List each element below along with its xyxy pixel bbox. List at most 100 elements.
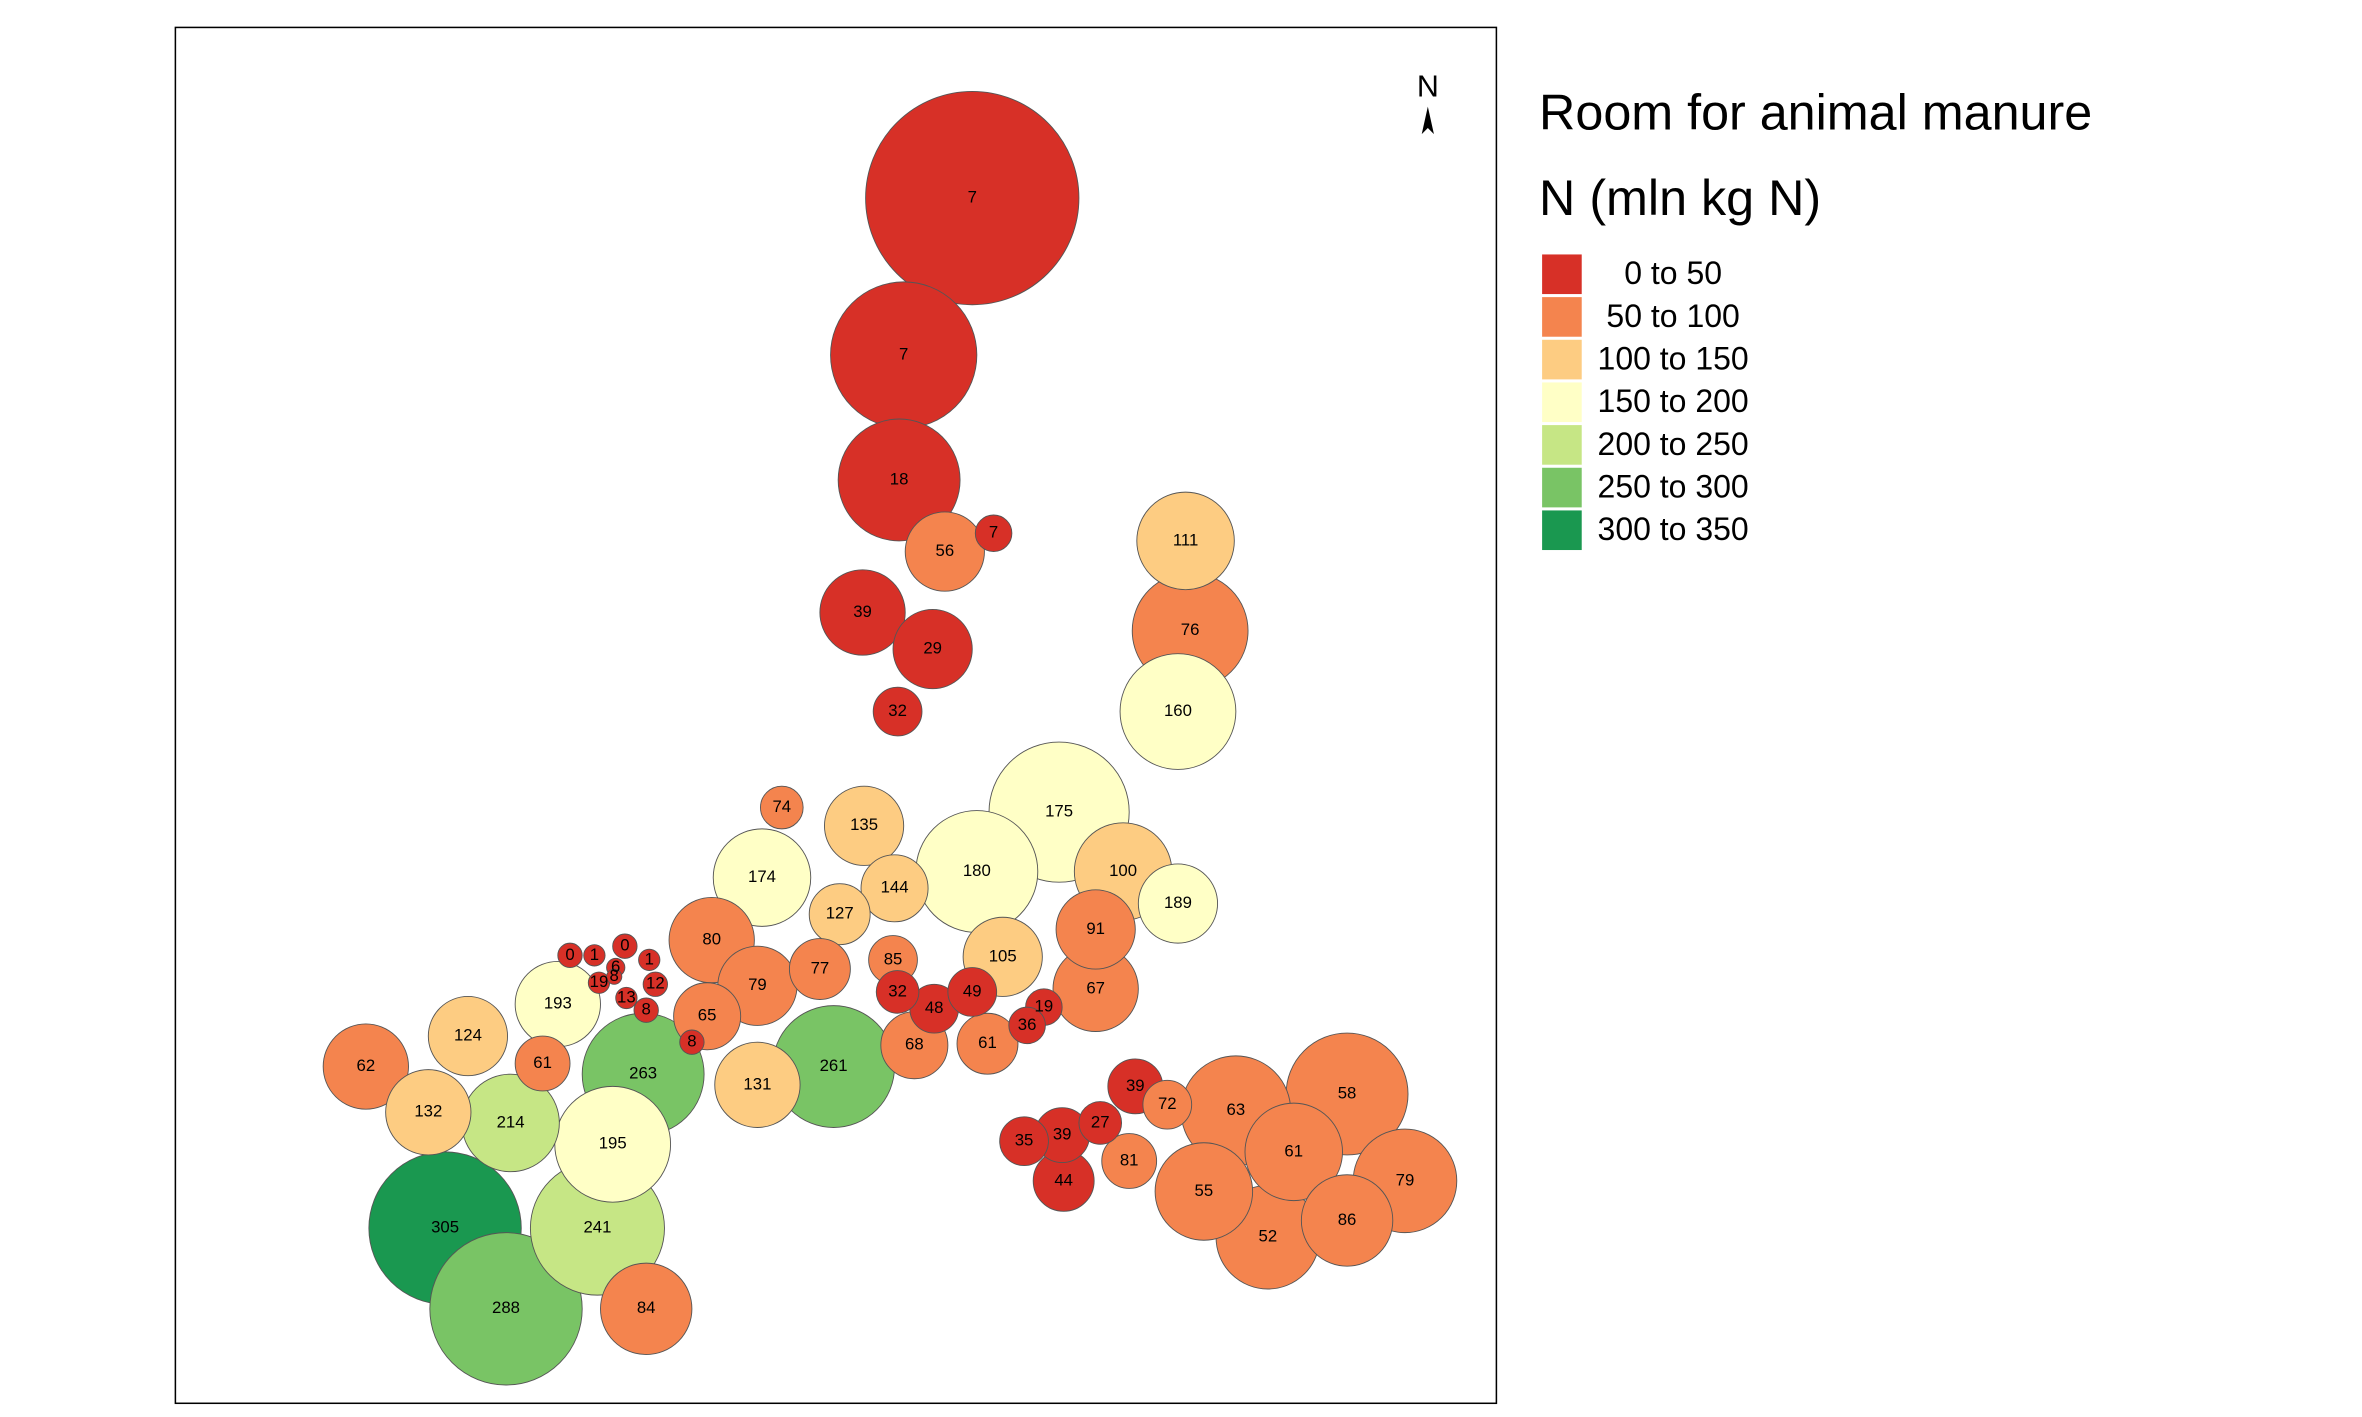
region bbox=[875, 970, 920, 1014]
region-label: 124 bbox=[454, 1026, 482, 1045]
region-label: 36 bbox=[1018, 1015, 1037, 1034]
region-label: 39 bbox=[1053, 1125, 1072, 1144]
region-label: 32 bbox=[888, 701, 907, 720]
region-label: 61 bbox=[1284, 1141, 1303, 1160]
region bbox=[824, 785, 905, 866]
region-label: 55 bbox=[1195, 1181, 1214, 1200]
region-label: 68 bbox=[905, 1035, 924, 1054]
region-label: 61 bbox=[533, 1053, 552, 1072]
region bbox=[956, 1012, 1019, 1075]
region-label: 81 bbox=[1120, 1150, 1139, 1169]
legend-label: 300 to 350 bbox=[1598, 511, 1749, 547]
region bbox=[600, 1262, 693, 1355]
region bbox=[679, 1029, 705, 1055]
region-label: 86 bbox=[1338, 1210, 1357, 1229]
region-label: 241 bbox=[583, 1217, 611, 1236]
region-label: 19 bbox=[1035, 997, 1054, 1016]
region bbox=[865, 90, 1080, 306]
region bbox=[514, 1035, 571, 1092]
region-label: 305 bbox=[431, 1217, 459, 1236]
region-label: 8 bbox=[687, 1032, 696, 1051]
region-label: 39 bbox=[1126, 1076, 1145, 1095]
region-label: 105 bbox=[989, 946, 1017, 965]
region-label: 195 bbox=[599, 1134, 627, 1153]
region-label: 67 bbox=[1086, 978, 1105, 997]
region-label: 72 bbox=[1158, 1094, 1177, 1113]
region-label: 131 bbox=[743, 1074, 771, 1093]
region-label: 6 bbox=[611, 957, 620, 976]
legend-swatch bbox=[1542, 425, 1582, 465]
region-label: 29 bbox=[923, 638, 942, 657]
region bbox=[1119, 653, 1237, 770]
region-label: 111 bbox=[1173, 530, 1198, 549]
region bbox=[322, 1023, 409, 1110]
region-label: 39 bbox=[853, 602, 872, 621]
region bbox=[999, 1116, 1049, 1167]
region-label: 7 bbox=[968, 187, 977, 206]
region-label: 48 bbox=[925, 998, 944, 1017]
region bbox=[638, 948, 661, 972]
region bbox=[1055, 889, 1136, 970]
region bbox=[1101, 1133, 1158, 1189]
region bbox=[760, 785, 804, 830]
region bbox=[837, 418, 961, 542]
regions bbox=[322, 90, 1458, 1386]
region-label: 8 bbox=[610, 966, 619, 985]
region bbox=[429, 1232, 583, 1386]
legend-swatch bbox=[1542, 467, 1582, 508]
region bbox=[712, 828, 812, 927]
region-label: 35 bbox=[1015, 1131, 1034, 1150]
legend-swatch bbox=[1542, 510, 1582, 551]
legend-label: 150 to 200 bbox=[1598, 383, 1749, 419]
region bbox=[1300, 1174, 1394, 1267]
region bbox=[606, 968, 623, 985]
region-label: 1 bbox=[645, 949, 654, 968]
region-label: 261 bbox=[820, 1056, 848, 1075]
north-label: N bbox=[1417, 69, 1439, 103]
region bbox=[974, 514, 1013, 553]
region-label: 8 bbox=[642, 1000, 651, 1019]
legend: 0 to 50 50 to 100 100 to 150 150 to 200 200 … bbox=[1542, 254, 1749, 551]
region-label: 76 bbox=[1181, 620, 1200, 639]
region-label: 1 bbox=[590, 945, 599, 964]
region-label: 91 bbox=[1086, 919, 1105, 938]
region-label: 19 bbox=[590, 972, 609, 991]
region-label: 214 bbox=[497, 1112, 525, 1131]
region-label: 52 bbox=[1259, 1227, 1278, 1246]
legend-label: 200 to 250 bbox=[1598, 426, 1749, 462]
region bbox=[872, 686, 923, 737]
legend-swatch bbox=[1542, 339, 1582, 380]
region-label: 44 bbox=[1054, 1170, 1073, 1189]
region-label: 84 bbox=[637, 1298, 656, 1317]
region-label: 58 bbox=[1338, 1083, 1357, 1102]
region-label: 160 bbox=[1164, 701, 1192, 720]
region bbox=[904, 511, 985, 592]
region-label: 12 bbox=[646, 974, 665, 993]
region bbox=[583, 944, 606, 967]
region bbox=[385, 1069, 472, 1156]
region-label: 0 bbox=[620, 936, 629, 955]
region bbox=[633, 997, 659, 1023]
region-label: 77 bbox=[811, 958, 830, 977]
region-label: 65 bbox=[698, 1006, 717, 1025]
region bbox=[1136, 491, 1235, 591]
region bbox=[615, 986, 638, 1010]
region-label: 63 bbox=[1227, 1100, 1246, 1119]
legend-title: Room for animal manure bbox=[1539, 84, 2092, 141]
region bbox=[1244, 1102, 1343, 1202]
region-label: 175 bbox=[1045, 802, 1073, 821]
legend-label: 0 to 50 bbox=[1624, 255, 1722, 291]
region-label: 32 bbox=[888, 981, 907, 1000]
region bbox=[819, 569, 906, 656]
region bbox=[1008, 1006, 1046, 1045]
region bbox=[1142, 1079, 1193, 1130]
region bbox=[1154, 1142, 1254, 1241]
region-label: 7 bbox=[989, 523, 998, 542]
region-label: 80 bbox=[702, 930, 721, 949]
region-label: 0 bbox=[565, 945, 574, 964]
region-label: 85 bbox=[884, 949, 903, 968]
region-label: 127 bbox=[826, 904, 854, 923]
region bbox=[892, 609, 973, 690]
region-label: 100 bbox=[1109, 861, 1137, 880]
